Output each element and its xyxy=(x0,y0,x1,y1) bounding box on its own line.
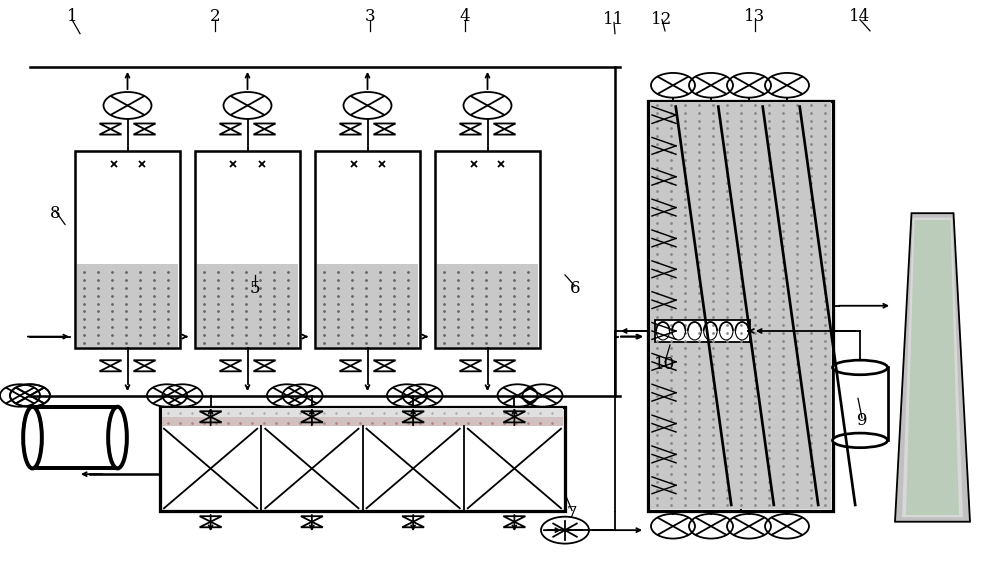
Bar xyxy=(655,320,750,342)
Text: 12: 12 xyxy=(651,11,673,28)
Bar xyxy=(650,102,831,509)
Polygon shape xyxy=(902,218,963,517)
Bar xyxy=(317,264,418,347)
Bar xyxy=(75,151,180,348)
Text: 1: 1 xyxy=(67,8,77,25)
Bar xyxy=(160,407,565,511)
Text: 2: 2 xyxy=(210,8,220,25)
Bar xyxy=(315,151,420,348)
Bar xyxy=(435,151,540,348)
Bar xyxy=(197,264,298,347)
Text: 7: 7 xyxy=(567,505,577,522)
Ellipse shape xyxy=(23,407,42,468)
Bar xyxy=(648,101,833,511)
Text: 5: 5 xyxy=(250,280,260,297)
Text: 10: 10 xyxy=(654,356,676,373)
Text: 4: 4 xyxy=(460,8,470,25)
Bar xyxy=(77,264,178,347)
Bar xyxy=(162,417,563,426)
Bar xyxy=(437,264,538,347)
Ellipse shape xyxy=(108,407,127,468)
Polygon shape xyxy=(895,213,970,522)
Text: 3: 3 xyxy=(365,8,375,25)
Text: 6: 6 xyxy=(570,280,580,297)
Ellipse shape xyxy=(832,360,888,375)
Polygon shape xyxy=(906,220,959,515)
Bar xyxy=(195,151,300,348)
Text: 14: 14 xyxy=(849,8,871,25)
Bar xyxy=(162,408,563,417)
Text: 13: 13 xyxy=(744,8,766,25)
Ellipse shape xyxy=(832,433,888,448)
Text: 9: 9 xyxy=(857,412,867,429)
Text: 8: 8 xyxy=(50,205,60,222)
Text: 11: 11 xyxy=(603,11,625,28)
Bar xyxy=(832,367,888,440)
Bar xyxy=(32,407,117,468)
